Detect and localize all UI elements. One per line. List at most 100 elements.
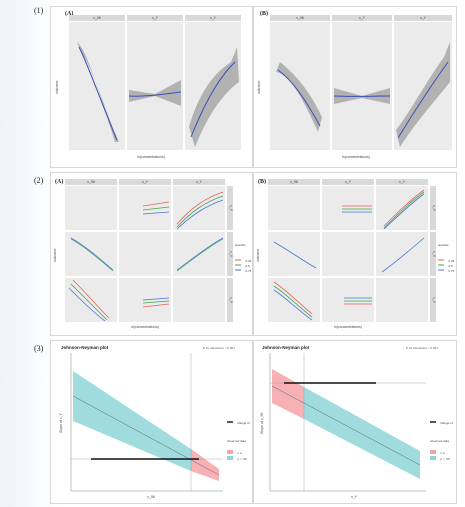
legend-item: 0.75 [438, 259, 454, 277]
facet-plot [119, 186, 171, 230]
legend-label: n.s. [237, 451, 243, 455]
legend-range: Range of observed data [227, 411, 252, 447]
section-3-label: (3) [34, 344, 44, 353]
facet-2b-32-graphic [344, 297, 372, 305]
facet-strip: x_Y [173, 179, 225, 185]
legend-key-icon [235, 259, 241, 261]
figure-3b-panel: Johnson-Neyman plot P for interaction < … [253, 340, 457, 504]
legend-item: n.s. [430, 441, 445, 459]
legend-label: Range of observed data [227, 421, 250, 443]
facet-plot [376, 278, 428, 322]
figure-1a-panel: (A) x_96 x_Y x_Y outcome ln(concentratio… [50, 6, 253, 168]
facet-plot [119, 278, 171, 322]
legend-key-icon [438, 259, 444, 261]
legend-key-icon [430, 456, 436, 460]
facet-2b-21-graphic [273, 241, 317, 269]
legend-label: Range of observed data [430, 421, 453, 443]
y-axis-label: outcome [256, 248, 260, 262]
legend-label: 0.5 [245, 264, 250, 268]
facet-2b-23-graphic [381, 237, 425, 273]
facet-2b-13-graphic [383, 189, 425, 230]
y-axis-label: outcome [55, 80, 59, 94]
facet-plot [65, 232, 117, 276]
legend-key-icon [430, 421, 436, 423]
facet-plot [322, 278, 374, 322]
facet-plot [394, 22, 452, 150]
facet-2a-23-graphic [176, 237, 224, 272]
figure-1a-tag: (A) [65, 11, 74, 17]
x-axis-label: x_96 [147, 495, 155, 499]
facet-plot [268, 278, 320, 322]
legend-key-icon [227, 450, 233, 454]
legend-item: 0.25 [438, 249, 454, 267]
legend-label: 0.75 [245, 269, 252, 273]
legend-key-icon [438, 264, 444, 266]
y-axis-label: outcome [53, 248, 57, 262]
facet-1b-2-graphic [333, 88, 391, 104]
facet-plot [173, 278, 225, 322]
facet-row-strip: x_Y [430, 186, 436, 230]
facet-plot [376, 186, 428, 230]
facet-strip: x_96 [270, 15, 330, 21]
facet-2b-12-graphic [342, 205, 372, 213]
figure-3a-panel: Johnson-Neyman plot P for interaction < … [50, 340, 253, 504]
legend-item: 0.5 [235, 254, 250, 272]
facet-plot [65, 186, 117, 230]
legend-key-icon [227, 456, 233, 460]
facet-plot [268, 186, 320, 230]
facet-2a-21-graphic [70, 237, 114, 272]
facet-plot [127, 22, 183, 150]
legend-label: 0.25 [448, 259, 455, 263]
facet-row-strip: x_Y [227, 186, 233, 230]
facet-row-strip: x_Y [227, 278, 233, 322]
legend-item: p < .05 [227, 447, 247, 465]
facet-1b-3-graphic [396, 42, 450, 147]
legend-key-icon [430, 450, 436, 454]
x-axis-label: x_Y [350, 495, 358, 499]
jn-plot-title: Johnson-Neyman plot [262, 345, 310, 350]
facet-plot [65, 278, 117, 322]
legend-title: quantile [235, 243, 246, 247]
facet-strip: x_96 [69, 15, 125, 21]
legend-key-icon [438, 269, 444, 271]
facet-2a-32-graphic [142, 297, 170, 308]
facet-plot [173, 186, 225, 230]
facet-plot [173, 232, 225, 276]
legend-item: 0.75 [235, 259, 251, 277]
facet-2a-13-graphic [176, 191, 224, 230]
figure-1b-tag: (B) [260, 11, 268, 17]
section-2-label: (2) [34, 176, 44, 185]
legend-key-icon [235, 264, 241, 266]
figure-1b-panel: (B) x_96 x_Y x_Y outcome ln(concentratio… [253, 6, 457, 168]
facet-2a-12-graphic [142, 201, 170, 215]
facet-1a-3-graphic [189, 47, 239, 147]
facet-plot [270, 22, 330, 150]
figure-2b-tag: (B) [258, 179, 266, 185]
legend-label: p < .05 [440, 457, 450, 461]
legend-label: 0.75 [448, 269, 455, 273]
y-axis-label: Slope of x_Y [59, 413, 63, 433]
legend-item: p < .05 [430, 447, 450, 465]
facet-1a-2-graphic [128, 80, 182, 106]
legend-item: 0.5 [438, 254, 453, 272]
legend-range: Range of observed data [430, 411, 456, 447]
facet-strip: x_Y [376, 179, 428, 185]
legend-label: 0.25 [245, 259, 252, 263]
figure-2a-tag: (A) [55, 179, 64, 185]
legend-title: quantile [438, 243, 449, 247]
jn-plot-1-graphic [70, 353, 223, 492]
facet-strip: x_96 [268, 179, 320, 185]
facet-strip: x_Y [185, 15, 241, 21]
facet-strip: x_Y [119, 179, 171, 185]
section-1-label: (1) [34, 6, 44, 15]
x-axis-label: ln(concentrations) [342, 155, 370, 159]
jn-p-value: P for interaction < 0.001 [203, 346, 235, 350]
facet-1a-1-graphic [77, 42, 119, 142]
legend-key-icon [227, 421, 233, 423]
facet-2b-31-graphic [273, 281, 313, 321]
x-axis-label: ln(concentrations) [334, 325, 362, 329]
facet-plot [69, 22, 125, 150]
legend-label: n.s. [440, 451, 446, 455]
y-axis-label: Slope of x_96 [260, 412, 264, 434]
facet-plot [119, 232, 171, 276]
